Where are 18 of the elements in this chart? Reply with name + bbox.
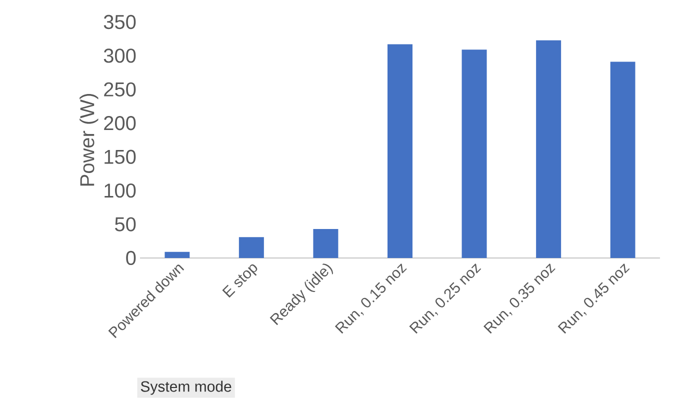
y-tick-label: 200 — [104, 116, 136, 130]
y-tick-label: 300 — [104, 48, 136, 63]
bar — [610, 62, 636, 258]
x-axis-title: System mode — [140, 380, 232, 395]
bar — [462, 50, 487, 258]
y-tick-label: 250 — [104, 82, 136, 96]
bar — [238, 237, 264, 258]
y-axis-title: Power (W) — [80, 94, 98, 186]
bar — [313, 228, 338, 258]
y-tick-label: 150 — [104, 150, 136, 164]
x-tick-label: E stop — [222, 264, 258, 298]
bar — [536, 40, 562, 258]
y-tick-label: 0 — [126, 250, 136, 266]
y-tick-label: 50 — [115, 217, 136, 232]
bar — [164, 252, 190, 258]
y-tick-label: 100 — [104, 183, 136, 198]
y-tick-label: 350 — [104, 14, 136, 30]
bar — [387, 44, 412, 258]
